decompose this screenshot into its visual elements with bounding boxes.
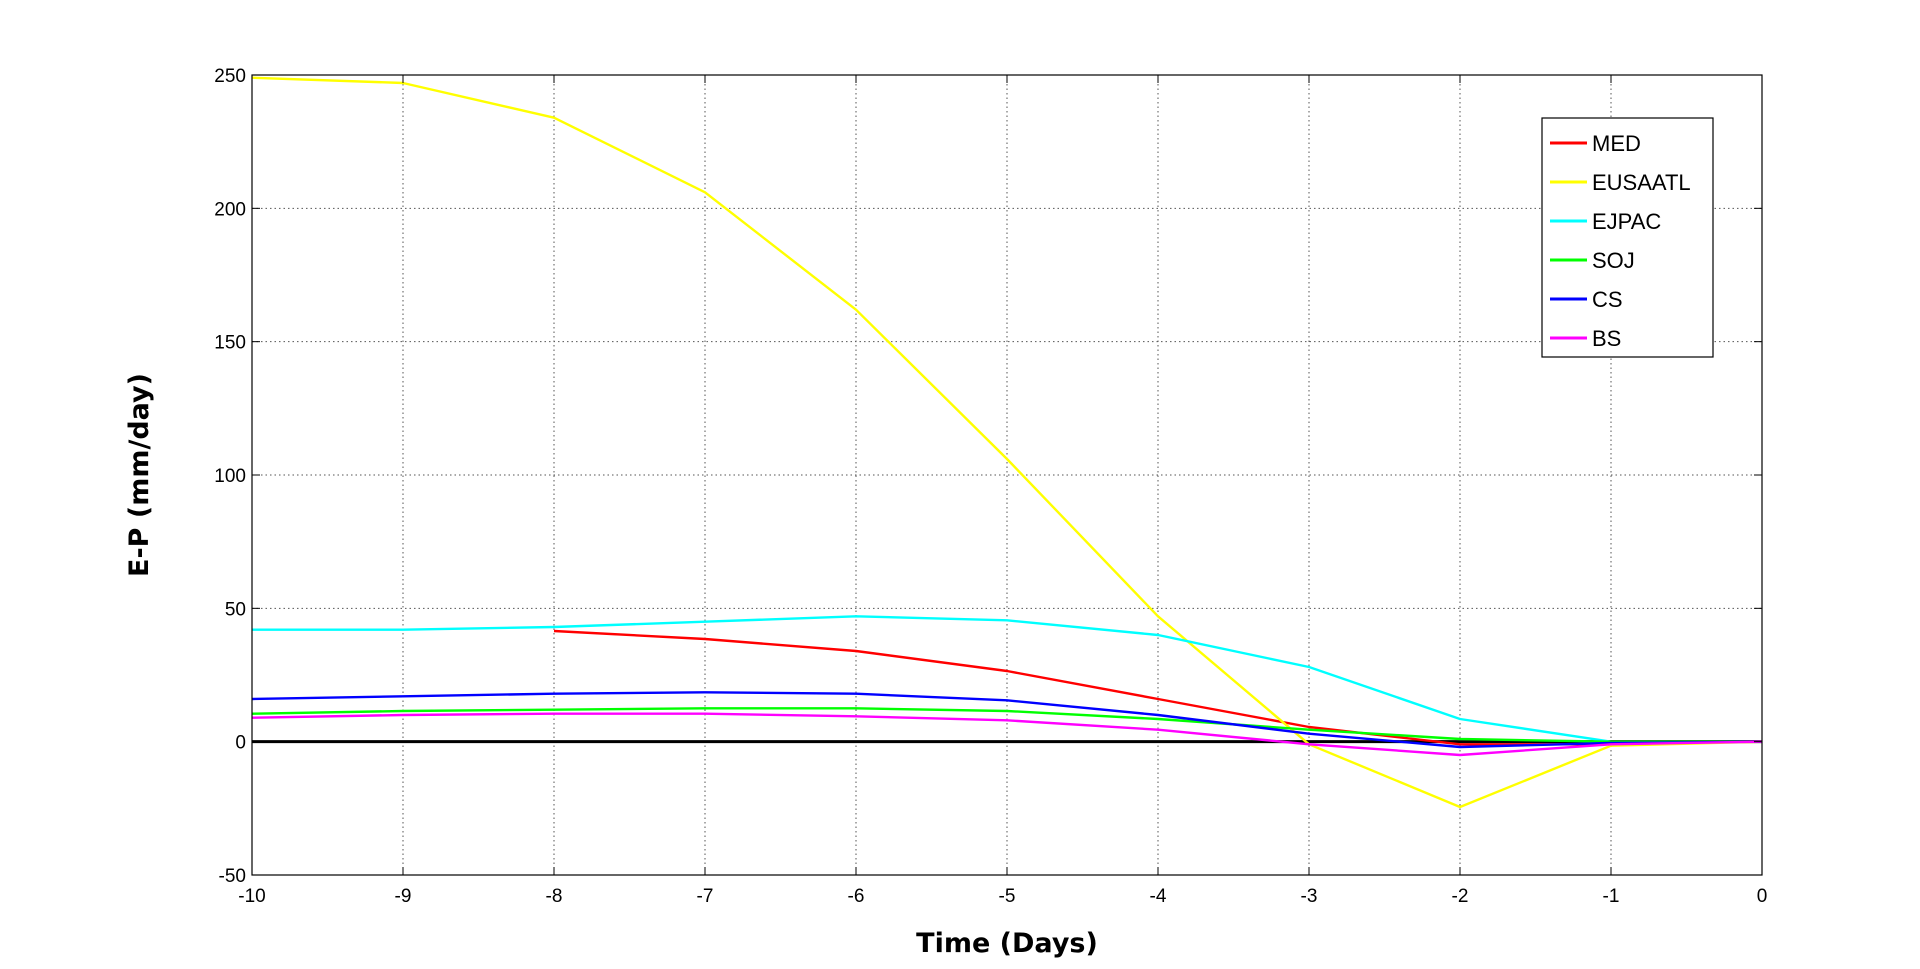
x-tick-label: -5 — [999, 886, 1016, 907]
series-lines — [251, 76, 1763, 809]
legend-label-cs: CS — [1592, 287, 1623, 312]
series-line-bs — [251, 712, 1763, 757]
x-tick-label: -8 — [546, 886, 563, 907]
x-tick-label: -1 — [1603, 886, 1620, 907]
x-tick-label: -4 — [1150, 886, 1167, 907]
y-tick-label: 200 — [214, 199, 246, 220]
y-tick-label: 0 — [235, 733, 246, 754]
x-tick-label: -3 — [1301, 886, 1318, 907]
x-tick-label: -9 — [395, 886, 412, 907]
x-tick-label: -10 — [238, 886, 265, 907]
x-tick-label: -6 — [848, 886, 865, 907]
series-line-ejpac — [252, 615, 1762, 743]
legend-box — [1541, 117, 1714, 358]
series-line-cs — [251, 691, 1763, 749]
legend-label-ejpac: EJPAC — [1592, 209, 1661, 234]
legend-label-eusaatl: EUSAATL — [1592, 170, 1691, 195]
series-line-eusaatl — [251, 76, 1763, 809]
x-tick-label: -7 — [697, 886, 714, 907]
x-tick-labels: -10 -9 -8 -7 -6 -5 -4 -3 -2 -1 0 — [238, 886, 1767, 907]
legend-label-med: MED — [1592, 131, 1641, 156]
y-tick-labels: 250 200 150 100 50 0 -50 — [214, 66, 246, 887]
y-tick-label: 150 — [214, 333, 246, 354]
legend-label-soj: SOJ — [1592, 248, 1635, 273]
legend: MED EUSAATL EJPAC SOJ CS BS — [1541, 117, 1714, 358]
series-line-soj — [251, 707, 1762, 743]
x-tick-label: 0 — [1757, 886, 1768, 907]
y-tick-label: 250 — [214, 66, 246, 87]
legend-entries: MED EUSAATL EJPAC SOJ CS BS — [1550, 131, 1691, 351]
y-tick-label: 50 — [225, 599, 246, 620]
y-tick-label: 100 — [214, 466, 246, 487]
x-tick-label: -2 — [1452, 886, 1469, 907]
x-axis-title: Time (Days) — [916, 928, 1098, 959]
axis-ticks — [251, 74, 1763, 876]
y-axis-title: E-P (mm/day) — [124, 373, 155, 577]
legend-label-bs: BS — [1592, 326, 1621, 351]
y-tick-label: -50 — [219, 866, 246, 887]
